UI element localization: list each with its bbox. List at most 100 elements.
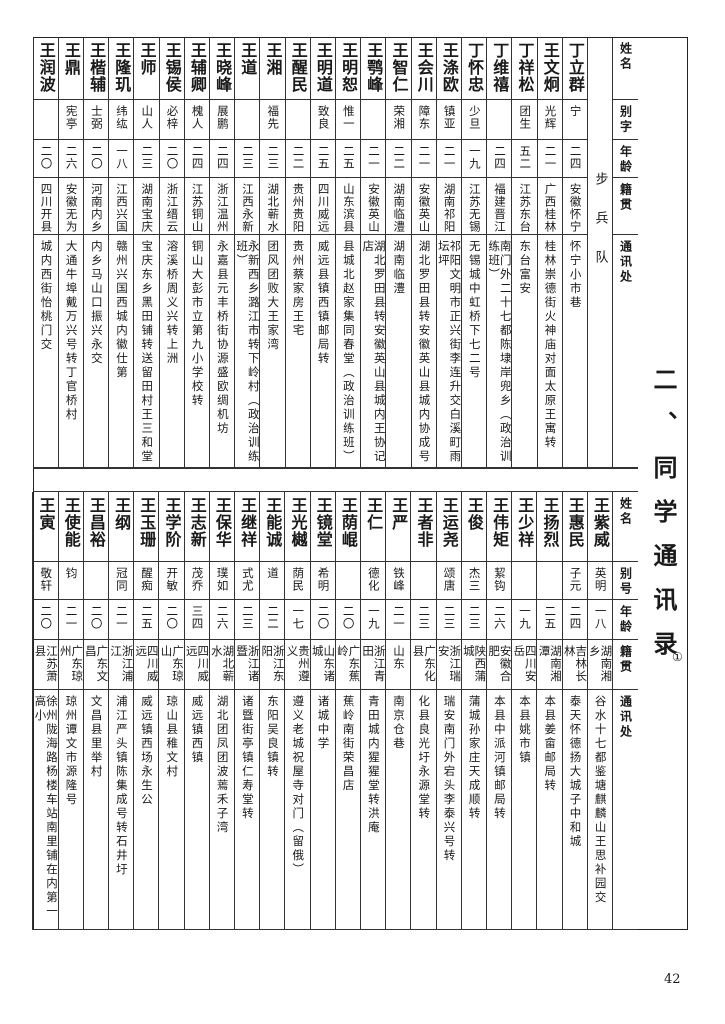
entry-age-cell: 一九 xyxy=(461,140,487,178)
entry-alias-cell: 障东 xyxy=(410,100,436,140)
entry-age: 二〇 xyxy=(165,605,180,630)
entry-name-cell: 王镜堂 xyxy=(309,492,335,562)
entry-name-cell: 王玉珊 xyxy=(133,492,159,562)
header-native-cell: 籍贯 xyxy=(612,178,638,235)
entry-alias: 茂乔 xyxy=(190,567,205,592)
entry-name-cell: 王惠民 xyxy=(561,492,587,562)
entry-age: 二二 xyxy=(266,605,281,630)
entry-address: 永嘉县元丰桥街协源盛欧绸机坊 xyxy=(215,240,230,436)
entry-native-cell: 浙江浦江 xyxy=(108,640,134,690)
entry-native: 陕西蒲城 xyxy=(461,645,486,683)
entry-age: 二四 xyxy=(568,145,583,170)
footnote-marker: ① xyxy=(672,650,683,664)
entry-name: 王伟矩 xyxy=(490,497,510,548)
entry-age: 一七 xyxy=(291,605,306,630)
entry-age: 一八 xyxy=(593,605,608,630)
entry-address: 文昌县里举村 xyxy=(89,695,104,779)
entry-age-cell: 二〇 xyxy=(158,140,184,178)
entry-age-cell: 二一 xyxy=(435,140,461,178)
entry-address: 湖北团凤团波蔫禾子湾 xyxy=(215,695,230,835)
entry-native-cell: 山东滨县 xyxy=(335,178,361,235)
entry-name-cell: 丁维禧 xyxy=(486,37,512,100)
entry-alias: 絜钩 xyxy=(492,567,507,592)
entry-age: 五二 xyxy=(518,145,533,170)
entry-age-cell: 二〇 xyxy=(32,600,58,640)
entry-age-cell: 二三 xyxy=(133,140,159,178)
entry-age-cell: 二一 xyxy=(108,600,134,640)
entry-age-cell: 二五 xyxy=(536,600,562,640)
entry-native-cell: 安徽无为 xyxy=(57,178,83,235)
header-name: 姓名 xyxy=(618,497,633,527)
entry-age-cell: 一八 xyxy=(586,600,612,640)
entry-native-cell: 安徽英山 xyxy=(360,178,386,235)
entry-address-cell: 赣州兴国西城内徽仕第 xyxy=(108,235,134,468)
entry-native-cell: 湖南祁阳 xyxy=(435,178,461,235)
entry-address: 诸暨街亭镇仁寿堂转 xyxy=(240,695,255,821)
entry-age-cell: 二一 xyxy=(385,600,411,640)
entry-age-cell: 二三 xyxy=(259,140,285,178)
entry-alias: 冠同 xyxy=(114,567,129,592)
entry-alias-cell: 福先 xyxy=(259,100,285,140)
entry-name: 王纲 xyxy=(112,497,132,531)
entry-native-cell: 湖南湘乡 xyxy=(586,640,612,690)
entry-address: 宝庆东乡黑田铺转送留田村王三和堂 xyxy=(140,240,155,464)
entry-native: 四川威远 xyxy=(184,645,209,683)
entry-native: 湖南湘潭 xyxy=(537,645,562,683)
entry-native-cell: 湖北蕲水 xyxy=(208,640,234,690)
entry-alias-cell: 铁峰 xyxy=(385,562,411,600)
entry-address-cell: 青田城内猩猩堂转洪庵 xyxy=(360,690,386,930)
entry-name: 王能诚 xyxy=(263,497,283,548)
entry-native-cell: 江苏萧县 xyxy=(32,640,58,690)
entry-age: 二三 xyxy=(417,605,432,630)
entry-address: 谷水十七都鉴塘麒麟山王思补园交 xyxy=(593,695,608,905)
entry-address: 蒲城孙家庄天成顺转 xyxy=(467,695,482,821)
entry-alias: 道 xyxy=(266,567,281,580)
entry-age: 二三 xyxy=(266,145,281,170)
entry-address-cell: 湖南临澧 xyxy=(385,235,411,468)
entry-name: 王智仁 xyxy=(389,42,409,93)
entry-alias-cell: 道 xyxy=(259,562,285,600)
entry-name-cell: 王隆玑 xyxy=(108,37,134,100)
entry-alias-cell: 英明 xyxy=(586,562,612,600)
entry-address-cell: 南门外二十七都陈埭岸兜乡（政治训练班） xyxy=(486,235,512,468)
entry-address: 化县良光圩永源堂转 xyxy=(417,695,432,821)
entry-age-cell: 二六 xyxy=(486,600,512,640)
entry-name: 王运尧 xyxy=(439,497,459,548)
header-age-cell: 年龄 xyxy=(612,600,638,640)
entry-name: 王保华 xyxy=(212,497,232,548)
entry-native: 河南内乡 xyxy=(89,183,104,233)
entry-alias: 式尤 xyxy=(240,567,255,592)
entry-name: 王学阶 xyxy=(162,497,182,548)
entry-address-cell: 铜山大彭市立第九小学校转 xyxy=(183,235,209,468)
entry-native: 吉林长林 xyxy=(562,645,587,683)
entry-native: 山东 xyxy=(392,645,407,670)
entry-name-cell: 王涤欧 xyxy=(435,37,461,100)
entry-age-cell: 二〇 xyxy=(334,600,360,640)
entry-name-cell: 王湘 xyxy=(259,37,285,100)
header-name-cell: 姓名 xyxy=(612,492,638,562)
entry-age-cell: 二三 xyxy=(410,600,436,640)
entry-address: 湖南临澧 xyxy=(392,240,407,296)
entry-age-cell: 二一 xyxy=(360,140,386,178)
entry-address-cell: 诸暨街亭镇仁寿堂转 xyxy=(234,690,260,930)
entry-name: 王扬烈 xyxy=(540,497,560,548)
entry-address-cell: 本县姜畲邮局转 xyxy=(536,690,562,930)
entry-alias-cell: 德化 xyxy=(360,562,386,600)
entry-native: 广东琼州 xyxy=(58,645,83,683)
entry-name: 王鹗峰 xyxy=(364,42,384,93)
entry-address-cell: 威远县镇西镇邮局转 xyxy=(309,235,335,468)
entry-age-cell: 二〇 xyxy=(82,600,108,640)
entry-age: 二五 xyxy=(341,145,356,170)
entry-name-cell: 王志新 xyxy=(183,492,209,562)
entry-native: 广东文昌 xyxy=(83,645,108,683)
entry-name-cell: 王寅 xyxy=(32,492,58,562)
entry-native-cell: 四川威远 xyxy=(133,640,159,690)
entry-name-cell: 王智仁 xyxy=(385,37,411,100)
entry-alias: 惟一 xyxy=(341,105,356,130)
entry-name: 王镜堂 xyxy=(313,497,333,548)
entry-address: 本县姜畲邮局转 xyxy=(543,695,558,793)
entry-address: 瑞安南门外宕头李泰兴号转 xyxy=(442,695,457,863)
entry-native-cell: 广东文昌 xyxy=(82,640,108,690)
entry-age-cell: 二四 xyxy=(561,600,587,640)
entry-native-cell: 四川威远 xyxy=(183,640,209,690)
